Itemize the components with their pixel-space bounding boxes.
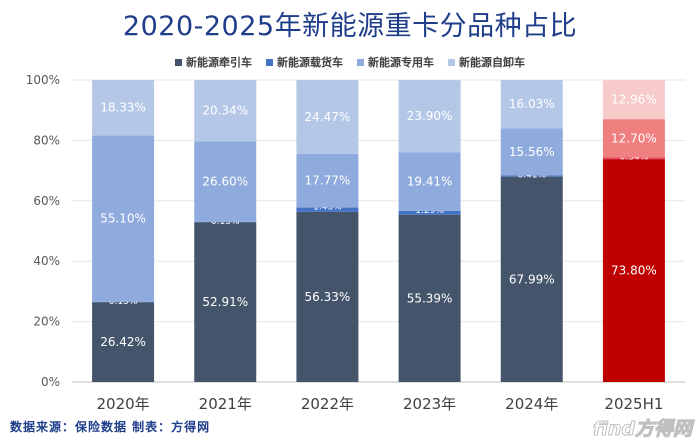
- legend: 新能源牵引车 新能源载货车 新能源专用车 新能源自卸车: [0, 54, 700, 70]
- bar-segment: [92, 135, 155, 302]
- legend-label-tractor: 新能源牵引车: [186, 56, 252, 69]
- data-label: 20.34%: [202, 104, 248, 118]
- bar-segment: [92, 80, 155, 136]
- x-tick-label: 2025H1: [604, 395, 663, 413]
- legend-label-cargo: 新能源载货车: [277, 56, 343, 69]
- bar-segment: [194, 80, 257, 142]
- y-tick-label: 100%: [26, 73, 60, 87]
- legend-item-cargo: 新能源载货车: [266, 54, 343, 70]
- legend-label-special: 新能源专用车: [368, 56, 434, 69]
- data-label: 26.60%: [202, 175, 248, 189]
- legend-item-special: 新能源专用车: [357, 54, 434, 70]
- data-label: 12.70%: [611, 131, 657, 145]
- data-label: 24.47%: [305, 110, 351, 124]
- bar-segment: [296, 153, 359, 208]
- legend-swatch-tractor: [175, 58, 182, 66]
- y-tick-label: 80%: [33, 133, 60, 147]
- data-label: 55.10%: [100, 212, 146, 226]
- data-label: 55.39%: [407, 291, 453, 305]
- legend-swatch-special: [357, 58, 364, 66]
- bar-segment: [296, 211, 359, 382]
- bar-segment: [398, 80, 461, 153]
- x-tick-label: 2021年: [199, 395, 252, 413]
- source-note: 数据来源：保险数据 制表：方得网: [10, 420, 211, 434]
- bar-segment: [500, 128, 563, 176]
- y-tick-label: 0%: [41, 375, 60, 389]
- data-label: 26.42%: [100, 335, 146, 349]
- find-logo: find方得网: [592, 418, 692, 441]
- data-label: 16.03%: [509, 97, 555, 111]
- bar-segment: [398, 152, 461, 211]
- data-label: 18.33%: [100, 101, 146, 115]
- bar-segment: [398, 210, 461, 215]
- bar-segment: [500, 176, 563, 382]
- bar-segment: [398, 214, 461, 382]
- bar-segment: [500, 175, 563, 177]
- y-tick-label: 40%: [33, 254, 60, 268]
- x-tick-label: 2020年: [96, 395, 149, 413]
- data-label: 17.77%: [305, 174, 351, 188]
- bar-segment: [194, 222, 257, 382]
- x-tick-label: 2022年: [301, 395, 354, 413]
- legend-swatch-dump: [448, 58, 455, 66]
- y-tick-label: 20%: [33, 315, 60, 329]
- data-label: 56.33%: [305, 290, 351, 304]
- y-tick-label: 60%: [33, 194, 60, 208]
- data-label: 23.90%: [407, 109, 453, 123]
- data-label: 12.96%: [611, 93, 657, 107]
- bar-segment: [602, 80, 665, 120]
- data-label: 19.41%: [407, 175, 453, 189]
- bar-segment: [194, 141, 257, 222]
- x-tick-label: 2023年: [403, 395, 456, 413]
- bar-segment: [602, 119, 665, 158]
- x-tick-label: 2024年: [505, 395, 558, 413]
- bar-segment: [296, 80, 359, 154]
- legend-item-tractor: 新能源牵引车: [175, 54, 252, 70]
- legend-swatch-cargo: [266, 58, 273, 66]
- bar-segment: [500, 80, 563, 129]
- bar-segment: [602, 157, 665, 160]
- data-label: 0.41%: [517, 170, 546, 180]
- bar-segment: [296, 207, 359, 212]
- bar-segment: [602, 159, 665, 382]
- data-label: 73.80%: [611, 264, 657, 278]
- bar-segment: [92, 302, 155, 382]
- data-label: 67.99%: [509, 272, 555, 286]
- legend-label-dump: 新能源自卸车: [459, 56, 525, 69]
- data-label: 15.56%: [509, 145, 555, 159]
- chart-title: 2020-2025年新能源重卡分品种占比: [122, 11, 578, 42]
- data-label: 52.91%: [202, 295, 248, 309]
- legend-item-dump: 新能源自卸车: [448, 54, 525, 70]
